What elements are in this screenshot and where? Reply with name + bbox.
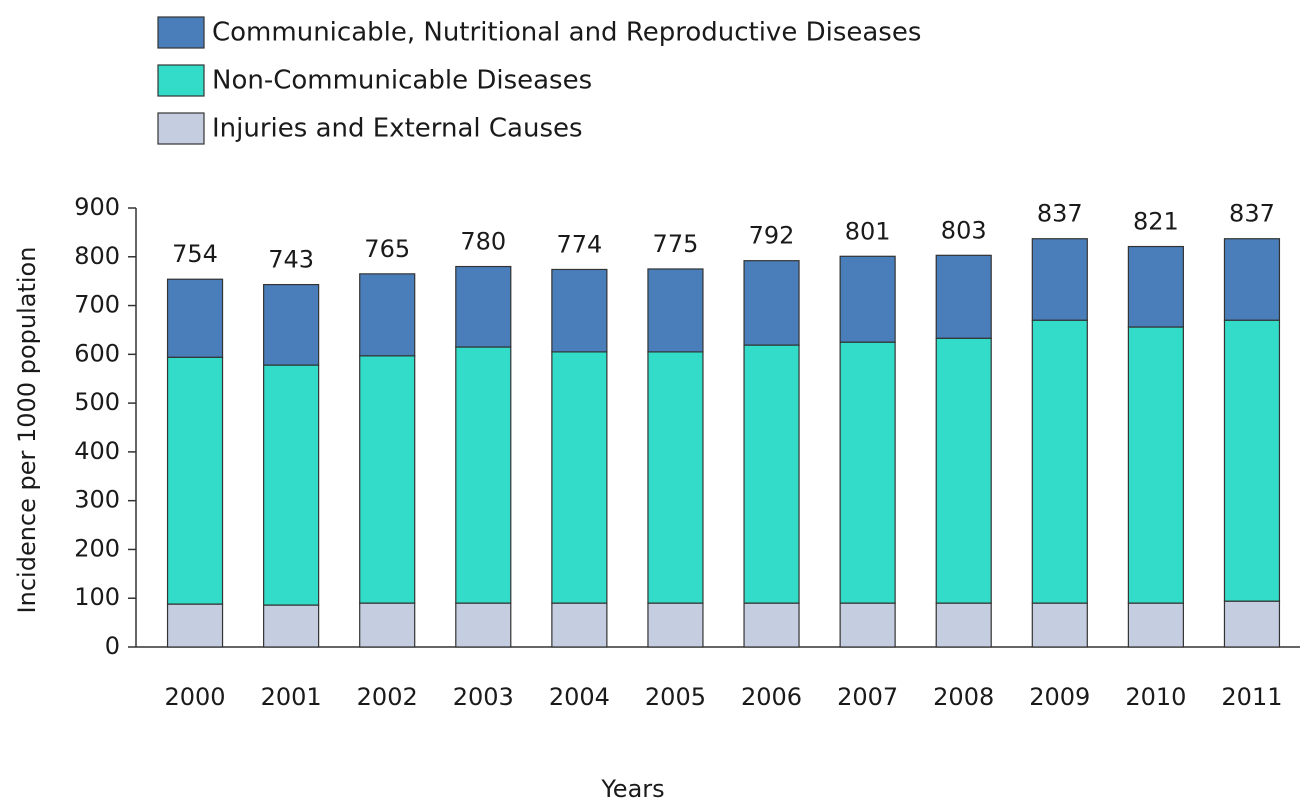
bar-segment bbox=[455, 346, 512, 604]
y-tick-label: 100 bbox=[74, 583, 120, 611]
total-label: 837 bbox=[1229, 200, 1275, 228]
total-label: 780 bbox=[460, 228, 506, 256]
bar-segment bbox=[551, 268, 608, 353]
total-label: 774 bbox=[556, 230, 602, 258]
bar-segment bbox=[1127, 245, 1184, 328]
bar-segment bbox=[839, 341, 896, 604]
total-label: 775 bbox=[653, 230, 699, 258]
total-label: 765 bbox=[364, 235, 410, 263]
x-tick-label: 2010 bbox=[1125, 683, 1186, 711]
bar-segment bbox=[455, 265, 512, 348]
bar-segment bbox=[935, 602, 992, 648]
bar-segment bbox=[263, 364, 320, 606]
bar-segment bbox=[839, 255, 896, 343]
bar-segment bbox=[647, 602, 704, 648]
y-tick-label: 300 bbox=[74, 486, 120, 514]
bar-segment bbox=[359, 355, 416, 604]
bar-segment bbox=[166, 278, 224, 358]
bar-segment bbox=[839, 602, 896, 648]
bar-segment bbox=[263, 604, 320, 648]
y-tick-label: 500 bbox=[74, 388, 120, 416]
bar-segment bbox=[359, 273, 416, 357]
bar-segment bbox=[551, 602, 608, 648]
x-tick-label: 2005 bbox=[645, 683, 706, 711]
bar-segment bbox=[935, 337, 992, 604]
bar-segment bbox=[743, 260, 800, 346]
bar-segment bbox=[263, 283, 320, 366]
bar-segment bbox=[359, 602, 416, 648]
total-label: 801 bbox=[845, 217, 891, 245]
bar-segment bbox=[1031, 238, 1088, 321]
bar-segment bbox=[1223, 600, 1281, 648]
bar-segment bbox=[1223, 319, 1281, 602]
legend-label: Communicable, Nutritional and Reproducti… bbox=[212, 18, 921, 48]
y-tick-label: 0 bbox=[105, 632, 120, 660]
legend-label: Non-Communicable Diseases bbox=[212, 66, 592, 96]
bar-segment bbox=[935, 254, 992, 339]
total-label: 792 bbox=[749, 222, 795, 250]
x-tick-label: 2006 bbox=[741, 683, 802, 711]
y-axis-label: Incidence per 1000 population bbox=[13, 247, 41, 614]
y-tick-label: 800 bbox=[74, 242, 120, 270]
bar-segment bbox=[647, 351, 704, 604]
bar-segment bbox=[743, 344, 800, 604]
x-tick-label: 2003 bbox=[453, 683, 514, 711]
x-axis-label: Years bbox=[600, 775, 664, 802]
bar-segment bbox=[166, 603, 224, 648]
bar-segment bbox=[455, 602, 512, 648]
legend-swatch bbox=[157, 16, 205, 49]
total-label: 803 bbox=[941, 216, 987, 244]
bar-segment bbox=[166, 356, 224, 605]
total-label: 754 bbox=[172, 240, 218, 268]
legend-swatch bbox=[157, 64, 205, 97]
x-tick-label: 2009 bbox=[1029, 683, 1090, 711]
x-tick-label: 2004 bbox=[549, 683, 610, 711]
bar-segment bbox=[1127, 602, 1184, 648]
y-tick-label: 600 bbox=[74, 339, 120, 367]
legend-swatch bbox=[157, 112, 205, 145]
x-tick-label: 2002 bbox=[357, 683, 418, 711]
x-tick-label: 2001 bbox=[261, 683, 322, 711]
bar-segment bbox=[1223, 238, 1281, 321]
total-label: 743 bbox=[268, 246, 314, 274]
bar-segment bbox=[1031, 602, 1088, 648]
bar-segment bbox=[1127, 326, 1184, 604]
bar-segment bbox=[1031, 319, 1088, 604]
x-tick-label: 2007 bbox=[837, 683, 898, 711]
x-tick-label: 2008 bbox=[933, 683, 994, 711]
y-tick-label: 200 bbox=[74, 534, 120, 562]
y-tick-label: 700 bbox=[74, 291, 120, 319]
x-tick-label: 2000 bbox=[165, 683, 226, 711]
bar-segment bbox=[743, 602, 800, 648]
y-tick-label: 400 bbox=[74, 437, 120, 465]
bar-segment bbox=[551, 351, 608, 604]
legend-label: Injuries and External Causes bbox=[212, 114, 583, 144]
total-label: 821 bbox=[1133, 208, 1179, 236]
x-tick-label: 2011 bbox=[1221, 683, 1282, 711]
bar-segment bbox=[647, 268, 704, 353]
y-tick-label: 900 bbox=[74, 193, 120, 221]
total-label: 837 bbox=[1037, 200, 1083, 228]
